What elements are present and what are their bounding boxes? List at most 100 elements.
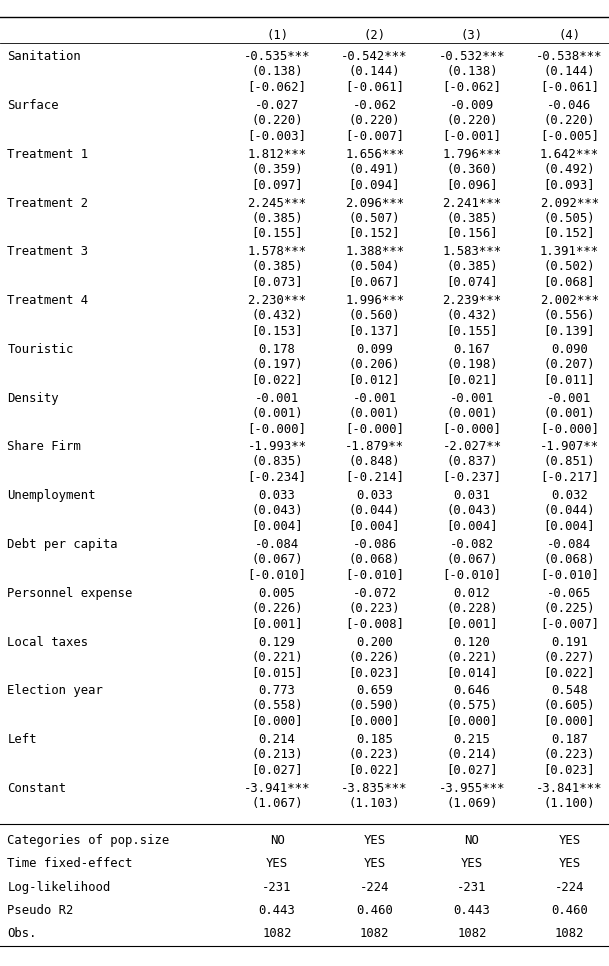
Text: (0.491): (0.491) [349, 162, 400, 176]
Text: -0.542***: -0.542*** [342, 50, 407, 63]
Text: (0.207): (0.207) [544, 357, 595, 371]
Text: Treatment 4: Treatment 4 [7, 294, 88, 307]
Text: 0.460: 0.460 [551, 903, 588, 917]
Text: (4): (4) [558, 29, 580, 42]
Text: Time fixed-effect: Time fixed-effect [7, 857, 133, 870]
Text: Density: Density [7, 392, 59, 405]
Text: 2.092***: 2.092*** [540, 197, 599, 210]
Text: (0.837): (0.837) [446, 455, 498, 469]
Text: [0.152]: [0.152] [349, 226, 400, 240]
Text: Treatment 1: Treatment 1 [7, 148, 88, 160]
Text: YES: YES [364, 857, 385, 870]
Text: -224: -224 [360, 880, 389, 894]
Text: 1.656***: 1.656*** [345, 148, 404, 160]
Text: [0.094]: [0.094] [349, 178, 400, 190]
Text: [0.152]: [0.152] [544, 226, 595, 240]
Text: 1.796***: 1.796*** [443, 148, 501, 160]
Text: [0.000]: [0.000] [349, 714, 400, 727]
Text: 0.033: 0.033 [356, 489, 393, 502]
Text: 2.002***: 2.002*** [540, 294, 599, 307]
Text: 0.032: 0.032 [551, 489, 588, 502]
Text: 0.200: 0.200 [356, 636, 393, 648]
Text: Share Firm: Share Firm [7, 440, 81, 453]
Text: [0.096]: [0.096] [446, 178, 498, 190]
Text: 0.031: 0.031 [454, 489, 490, 502]
Text: 0.005: 0.005 [259, 586, 295, 600]
Text: (0.385): (0.385) [252, 212, 303, 224]
Text: -0.046: -0.046 [547, 99, 591, 112]
Text: -0.084: -0.084 [547, 538, 591, 551]
Text: [0.137]: [0.137] [349, 324, 400, 337]
Text: [-0.062]: [-0.062] [443, 80, 501, 93]
Text: 1.583***: 1.583*** [443, 245, 501, 258]
Text: -224: -224 [555, 880, 584, 894]
Text: 0.215: 0.215 [454, 733, 490, 746]
Text: [-0.234]: [-0.234] [248, 470, 306, 483]
Text: [0.097]: [0.097] [252, 178, 303, 190]
Text: [-0.010]: [-0.010] [248, 568, 306, 581]
Text: (1.067): (1.067) [252, 797, 303, 810]
Text: 1.578***: 1.578*** [248, 245, 306, 258]
Text: (0.223): (0.223) [349, 602, 400, 614]
Text: -1.907**: -1.907** [540, 440, 599, 453]
Text: Obs.: Obs. [7, 926, 37, 940]
Text: -0.086: -0.086 [353, 538, 396, 551]
Text: 0.120: 0.120 [454, 636, 490, 648]
Text: [0.027]: [0.027] [446, 763, 498, 776]
Text: [0.001]: [0.001] [446, 616, 498, 630]
Text: [0.000]: [0.000] [446, 714, 498, 727]
Text: (0.043): (0.043) [252, 504, 303, 517]
Text: (0.225): (0.225) [544, 602, 595, 614]
Text: YES: YES [558, 857, 580, 870]
Text: [-0.237]: [-0.237] [443, 470, 501, 483]
Text: (0.605): (0.605) [544, 699, 595, 712]
Text: (0.502): (0.502) [544, 260, 595, 273]
Text: -231: -231 [457, 880, 487, 894]
Text: 0.099: 0.099 [356, 343, 393, 355]
Text: (0.590): (0.590) [349, 699, 400, 712]
Text: [0.004]: [0.004] [544, 519, 595, 532]
Text: [0.023]: [0.023] [544, 763, 595, 776]
Text: -3.955***: -3.955*** [439, 781, 505, 795]
Text: 1082: 1082 [360, 926, 389, 940]
Text: (1.069): (1.069) [446, 797, 498, 810]
Text: [-0.000]: [-0.000] [443, 421, 501, 435]
Text: [0.014]: [0.014] [446, 666, 498, 678]
Text: (0.067): (0.067) [252, 553, 303, 566]
Text: [0.022]: [0.022] [544, 666, 595, 678]
Text: Treatment 3: Treatment 3 [7, 245, 88, 258]
Text: NO: NO [465, 834, 479, 847]
Text: (0.043): (0.043) [446, 504, 498, 517]
Text: 2.096***: 2.096*** [345, 197, 404, 210]
Text: (0.001): (0.001) [349, 407, 400, 419]
Text: -0.062: -0.062 [353, 99, 396, 112]
Text: 1082: 1082 [262, 926, 292, 940]
Text: (0.068): (0.068) [349, 553, 400, 566]
Text: (0.223): (0.223) [544, 748, 595, 761]
Text: [-0.217]: [-0.217] [540, 470, 599, 483]
Text: [0.155]: [0.155] [252, 226, 303, 240]
Text: -3.835***: -3.835*** [342, 781, 407, 795]
Text: (0.044): (0.044) [544, 504, 595, 517]
Text: Log-likelihood: Log-likelihood [7, 880, 111, 894]
Text: (0.001): (0.001) [446, 407, 498, 419]
Text: -0.065: -0.065 [547, 586, 591, 600]
Text: [-0.062]: [-0.062] [248, 80, 306, 93]
Text: -0.001: -0.001 [450, 392, 494, 405]
Text: 1.812***: 1.812*** [248, 148, 306, 160]
Text: (1.100): (1.100) [544, 797, 595, 810]
Text: (0.223): (0.223) [349, 748, 400, 761]
Text: (0.068): (0.068) [544, 553, 595, 566]
Text: (0.001): (0.001) [544, 407, 595, 419]
Text: 0.443: 0.443 [454, 903, 490, 917]
Text: 0.659: 0.659 [356, 684, 393, 697]
Text: Unemployment: Unemployment [7, 489, 96, 502]
Text: Local taxes: Local taxes [7, 636, 88, 648]
Text: 1.391***: 1.391*** [540, 245, 599, 258]
Text: (0.138): (0.138) [252, 66, 303, 78]
Text: 0.012: 0.012 [454, 586, 490, 600]
Text: 2.245***: 2.245*** [248, 197, 306, 210]
Text: 0.773: 0.773 [259, 684, 295, 697]
Text: 2.239***: 2.239*** [443, 294, 501, 307]
Text: [0.023]: [0.023] [349, 666, 400, 678]
